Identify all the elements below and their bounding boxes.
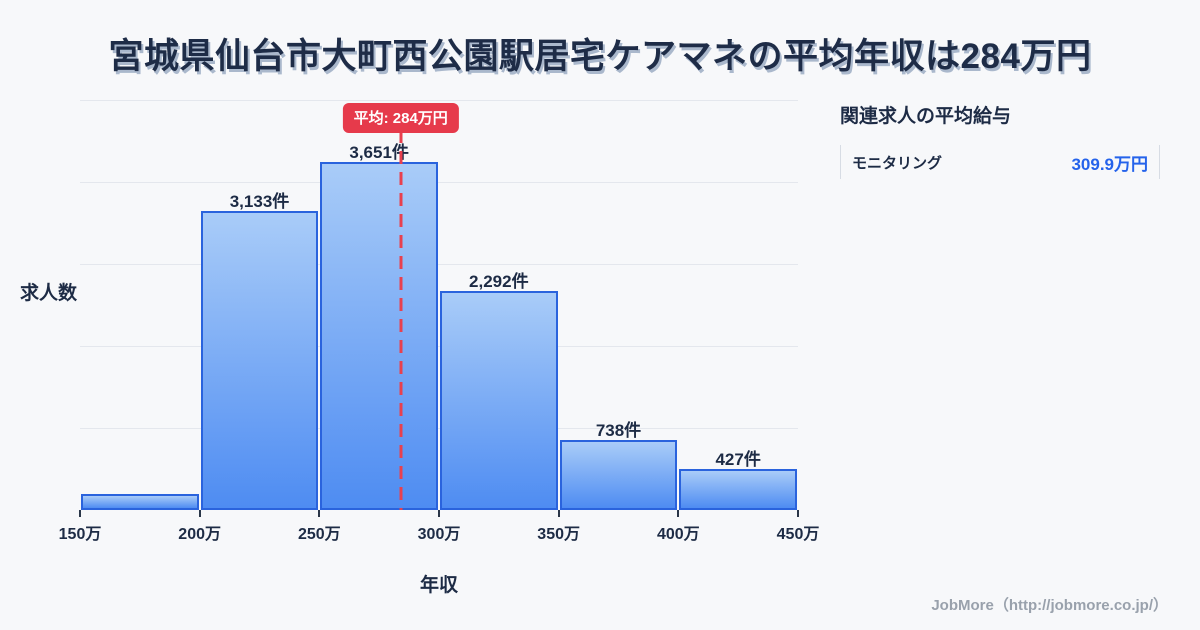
bar-value-label: 3,651件 xyxy=(349,143,409,162)
bar-value-label: 738件 xyxy=(595,421,642,440)
x-axis-tick xyxy=(797,510,799,517)
gridline xyxy=(80,182,798,183)
gridline xyxy=(80,346,798,347)
x-axis-tick xyxy=(557,510,560,517)
page-title: 宮城県仙台市大町西公園駅居宅ケアマネの平均年収は284万円 xyxy=(108,37,1092,76)
related-job-row: モニタリング 309.9万円 xyxy=(840,145,1160,179)
histogram-bar xyxy=(320,162,438,510)
bar-value-label: 3,133件 xyxy=(229,192,290,211)
x-axis-tick xyxy=(79,510,81,517)
y-axis-title: 求人数 xyxy=(20,283,78,304)
x-axis-tick-label: 300万 xyxy=(417,526,461,543)
bar-value-label: 2,292件 xyxy=(469,272,529,291)
related-job-salary-value: 309.9万円 xyxy=(1071,154,1148,174)
related-job-label: モニタリング xyxy=(852,154,943,172)
gridline xyxy=(80,100,798,101)
mean-salary-badge: 平均: 284万円 xyxy=(342,103,459,133)
gridline xyxy=(80,428,798,429)
x-axis-tick-label: 350万 xyxy=(537,526,581,543)
histogram-bar xyxy=(679,469,797,510)
histogram-bar xyxy=(200,211,319,510)
bar-value-label: 427件 xyxy=(715,450,761,469)
x-axis-tick xyxy=(438,510,440,517)
x-axis-tick xyxy=(318,510,321,517)
mean-salary-line xyxy=(399,130,403,510)
histogram-bar xyxy=(440,291,558,510)
related-jobs-heading: 関連求人の平均給与 xyxy=(840,106,1012,127)
histogram-plot-area: 3,133件 3,651件 2,292件 738件 427件 平均: 284万円 150万 2… xyxy=(59,100,819,543)
x-axis-tick xyxy=(677,510,680,517)
gridline xyxy=(80,264,798,265)
x-axis-title: 年収 xyxy=(419,575,458,596)
footer-credit: JobMore（http://jobmore.co.jp/） xyxy=(931,597,1168,614)
x-axis-tick-label: 450万 xyxy=(776,526,820,543)
x-axis-tick xyxy=(198,510,201,517)
x-axis-tick-label: 250万 xyxy=(297,526,341,543)
histogram-bar xyxy=(559,440,678,510)
x-axis-tick-label: 400万 xyxy=(656,526,700,543)
histogram-bar xyxy=(81,494,199,510)
x-axis-tick-label: 150万 xyxy=(58,526,102,543)
x-axis-tick-label: 200万 xyxy=(178,526,222,543)
